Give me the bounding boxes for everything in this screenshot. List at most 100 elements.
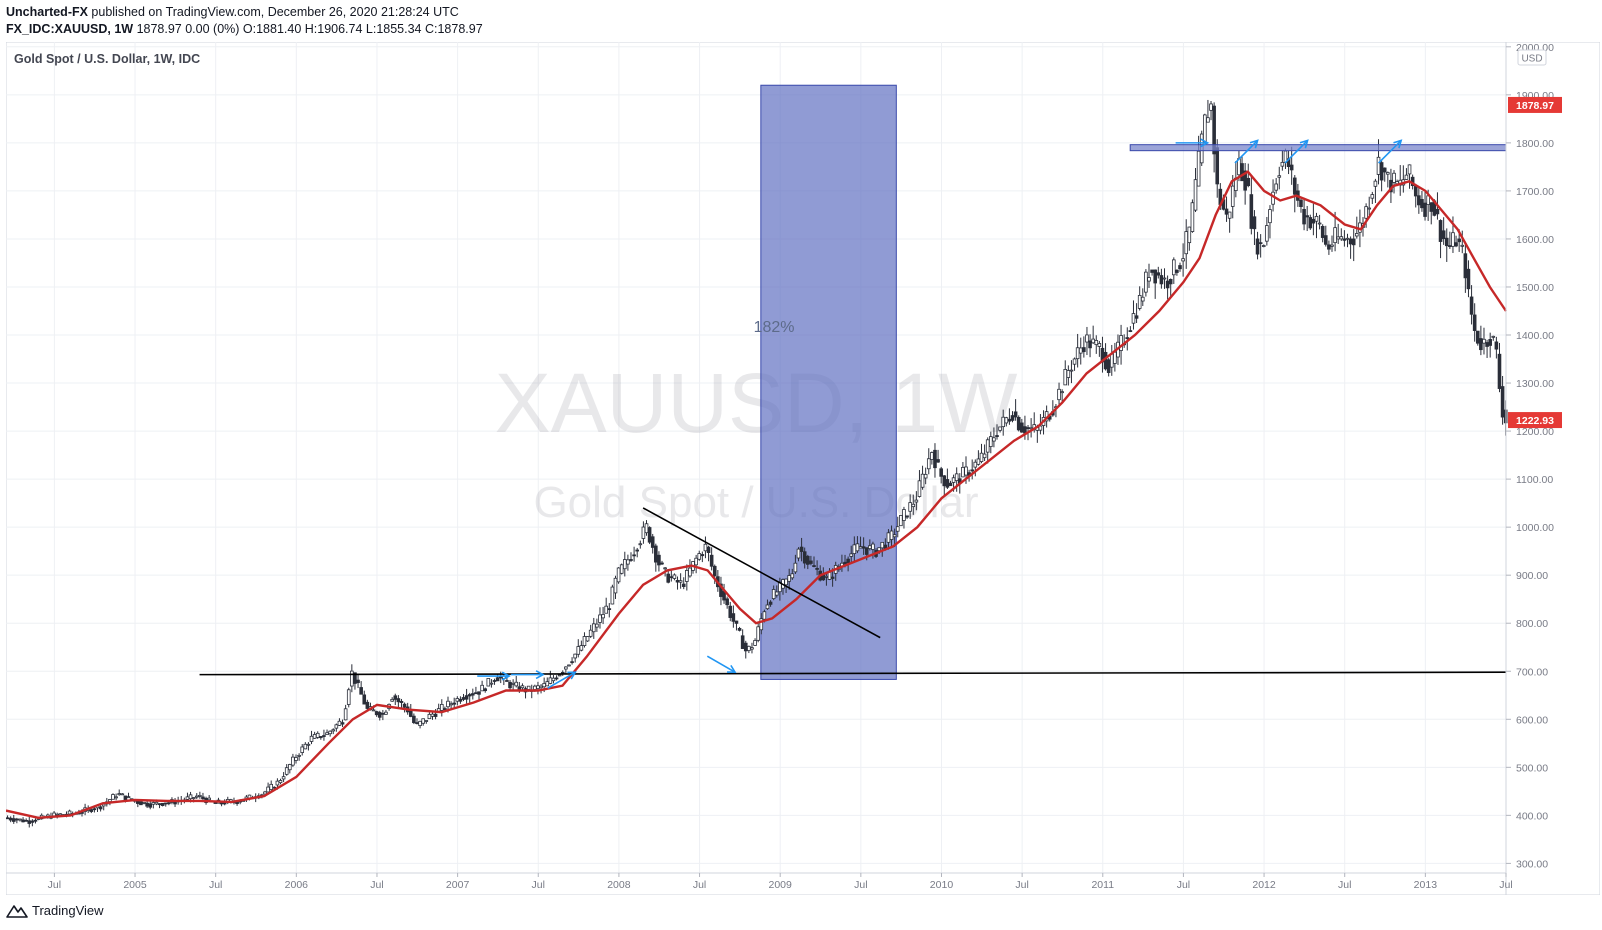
candle-body	[1448, 245, 1452, 247]
x-tick-label: 2009	[769, 879, 793, 891]
publish-date: published on TradingView.com, December 2…	[87, 5, 459, 19]
time-axis[interactable]: Jul 2005 Jul 2006 Jul 2007 Jul 2008 Jul 2009 Jul 20…	[48, 873, 1513, 891]
candle-body	[136, 800, 140, 804]
candle-body	[579, 645, 584, 651]
candle-body	[480, 684, 484, 692]
candle-body	[880, 541, 885, 549]
candle-body	[365, 701, 370, 709]
legend-title: Gold Spot / U.S. Dollar, 1W, IDC	[14, 52, 200, 66]
candle-body	[1007, 418, 1012, 422]
candle-body	[626, 559, 630, 565]
candle-body	[461, 697, 466, 700]
arrow-head	[1249, 139, 1259, 149]
candle-body	[1472, 314, 1477, 331]
candle-body	[80, 812, 84, 814]
candle-body	[1013, 411, 1018, 418]
candle-body	[458, 698, 463, 702]
candle-body	[433, 713, 438, 717]
candle-body	[989, 436, 993, 447]
percent-label: 182%	[754, 319, 795, 336]
candle-body	[30, 820, 35, 823]
candle-body	[1016, 417, 1021, 431]
candle-body	[564, 666, 568, 670]
candle-body	[173, 801, 177, 805]
candle-body	[443, 708, 447, 710]
candle-body	[1097, 343, 1102, 347]
candle-body	[194, 795, 199, 798]
candle-body	[1190, 202, 1195, 232]
candle-body	[1469, 296, 1474, 315]
candle-body	[1249, 194, 1254, 229]
candle-body	[474, 692, 478, 695]
candle-body	[886, 532, 891, 543]
candle-body	[864, 547, 869, 555]
candle-body	[266, 786, 270, 793]
candle-body	[384, 711, 388, 715]
candle-body	[998, 426, 1002, 431]
candle-body	[595, 623, 599, 628]
candle-body	[1435, 208, 1440, 215]
candle-body	[1060, 391, 1064, 394]
candle-body	[399, 700, 404, 703]
symbol-info: FX_IDC:XAUUSD, 1W 1878.97 0.00 (0%) O:18…	[6, 22, 483, 36]
candle-body	[455, 698, 460, 702]
candle-body	[8, 817, 13, 821]
candle-body	[1094, 340, 1099, 346]
candle-body	[1057, 388, 1061, 401]
tradingview-logo[interactable]: TradingView	[6, 903, 104, 918]
candle-body	[573, 653, 577, 659]
watermark-symbol: XAUUSD, 1W	[495, 356, 1018, 450]
candle-body	[976, 458, 981, 465]
candle-body	[1466, 268, 1471, 290]
candle-body	[1178, 265, 1182, 270]
candle-body	[291, 756, 295, 766]
candle-body	[951, 477, 956, 483]
candle-body	[1252, 216, 1257, 230]
candle-body	[942, 475, 947, 487]
candle-body	[145, 802, 149, 807]
publisher-name[interactable]: Uncharted-FX	[6, 5, 88, 19]
candle-body	[312, 734, 317, 739]
candle-body	[756, 626, 760, 641]
candlestick-series	[5, 99, 1508, 828]
price-tag-bg	[1508, 96, 1562, 113]
candle-body	[1023, 426, 1027, 434]
y-tick-label: 700.00	[1516, 666, 1548, 678]
x-tick-label: Jul	[209, 879, 222, 891]
candle-body	[892, 534, 897, 538]
candle-body	[961, 466, 965, 478]
price-tag-label: 1878.97	[1516, 100, 1554, 112]
candle-body	[1230, 185, 1235, 207]
candle-body	[446, 700, 450, 708]
candle-body	[1379, 162, 1384, 181]
candle-body	[1438, 220, 1443, 242]
candle-body	[895, 526, 900, 532]
candle-body	[58, 813, 63, 816]
candle-body	[67, 810, 72, 815]
candle-body	[638, 543, 643, 546]
candle-body	[1336, 236, 1340, 240]
candle-body	[1156, 272, 1161, 276]
candle-body	[1386, 172, 1390, 175]
price-chart[interactable]: XAUUSD, 1W Gold Spot / U.S. Dollar 182% …	[5, 41, 1601, 896]
candle-body	[111, 794, 115, 800]
candle-body	[877, 547, 881, 552]
x-tick-label: Jul	[370, 879, 383, 891]
candle-body	[18, 818, 22, 821]
candle-body	[545, 681, 550, 687]
chart-frame[interactable]: XAUUSD, 1W Gold Spot / U.S. Dollar 182% …	[5, 41, 1601, 896]
x-tick-label: Jul	[1015, 879, 1028, 891]
candle-body	[1382, 167, 1387, 173]
candle-body	[219, 802, 224, 805]
price-axis[interactable]: 2000.001900.001800.001700.001600.001500.…	[1506, 42, 1554, 870]
candle-body	[601, 614, 605, 619]
candle-body	[139, 801, 143, 806]
candle-body	[1494, 341, 1499, 350]
support-line	[199, 671, 1507, 676]
candle-body	[815, 567, 819, 570]
candle-body	[1165, 280, 1170, 289]
candle-body	[1423, 202, 1427, 217]
candle-body	[520, 685, 525, 689]
candle-body	[830, 576, 835, 579]
candle-body	[1460, 244, 1465, 247]
